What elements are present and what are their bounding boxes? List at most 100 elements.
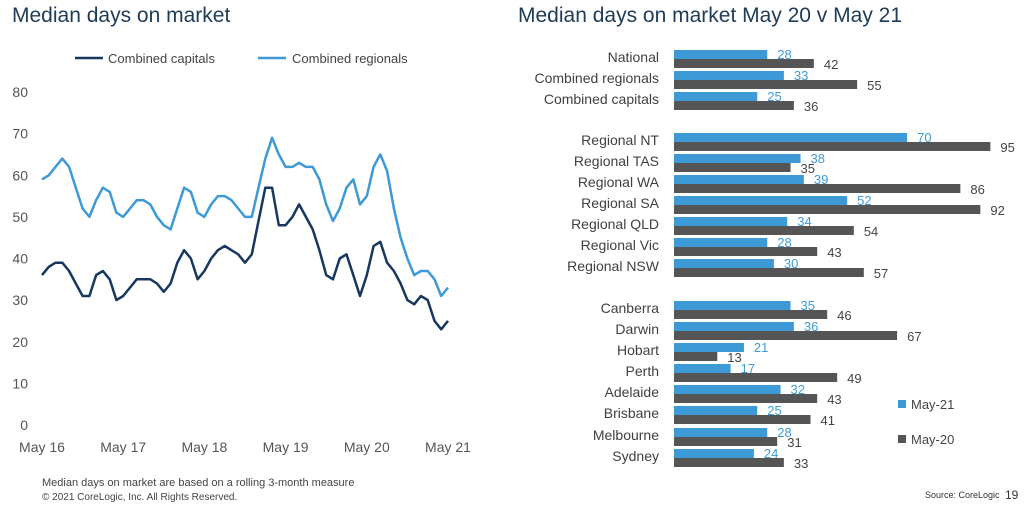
bar-may-20 [674,101,794,110]
category-label: Combined regionals [534,70,659,86]
y-tick-label: 0 [20,417,28,433]
data-label-may-20: 86 [970,182,984,197]
data-label-may-21: 34 [797,214,811,229]
bar-may-21 [674,301,791,310]
bar-may-21 [674,71,784,80]
bar-may-20 [674,415,811,424]
bar-may-20 [674,163,791,172]
category-label: Adelaide [605,384,660,400]
page-number: 19 [1005,488,1019,502]
data-label-may-21: 25 [767,403,781,418]
data-label-may-21: 24 [764,446,778,461]
x-tick-label: May 21 [425,439,471,455]
data-label-may-20: 36 [804,99,818,114]
bar-may-20 [674,352,718,361]
x-tick-label: May 17 [100,439,146,455]
bar-may-21 [674,196,848,205]
data-label-may-21: 28 [777,425,791,440]
data-label-may-20: 55 [867,78,881,93]
bar-may-21 [674,50,768,59]
data-label-may-20: 95 [1000,140,1014,155]
line-chart-title: Median days on market [12,4,231,27]
data-label-may-20: 42 [824,57,838,72]
category-label: Perth [626,363,659,379]
bar-may-21 [674,406,758,415]
category-label: Sydney [612,448,659,464]
data-label-may-21: 17 [741,361,755,376]
y-tick-label: 20 [12,334,28,350]
bar-may-20 [674,394,818,403]
data-label-may-21: 39 [814,172,828,187]
data-label-may-20: 35 [801,161,815,176]
bar-may-20 [674,205,981,214]
bar-may-21 [674,343,744,352]
category-label: Regional WA [578,174,660,190]
source: Source: CoreLogic [925,490,1000,500]
x-tick-label: May 20 [344,439,390,455]
data-label-may-20: 54 [864,224,878,239]
data-label-may-21: 28 [777,47,791,62]
bar-may-20 [674,142,991,151]
category-label: Regional NT [581,132,659,148]
category-label: Combined capitals [544,91,659,107]
data-label-may-21: 52 [857,193,871,208]
bar-may-21 [674,385,781,394]
bar-may-21 [674,449,754,458]
series-line-capitals [41,186,449,331]
y-tick-label: 70 [12,126,28,142]
bar-may-20 [674,59,814,68]
data-label-may-20: 49 [847,371,861,386]
bar-may-21 [674,175,804,184]
bar-may-20 [674,247,818,256]
data-label-may-21: 38 [811,151,825,166]
category-label: Brisbane [604,405,659,421]
legend-label: May-21 [911,397,954,412]
data-label-may-21: 21 [754,340,768,355]
bar-may-20 [674,437,778,446]
data-label-may-20: 92 [990,203,1004,218]
category-label: Regional Vic [581,237,659,253]
y-tick-label: 10 [12,375,28,391]
data-label-may-20: 43 [827,245,841,260]
data-label-may-20: 41 [821,413,835,428]
data-label-may-20: 33 [794,456,808,471]
y-tick-label: 80 [12,84,28,100]
data-label-may-21: 30 [784,256,798,271]
bar-may-20 [674,184,961,193]
bar-chart-title: Median days on market May 20 v May 21 [518,4,903,27]
y-tick-label: 60 [12,167,28,183]
bar-may-21 [674,428,768,437]
bar-may-20 [674,373,838,382]
bar-may-21 [674,238,768,247]
data-label-may-21: 70 [917,130,931,145]
bar-may-21 [674,364,731,373]
bar-may-21 [674,92,758,101]
category-label: Regional NSW [567,258,660,274]
category-label: Regional SA [581,195,659,211]
y-tick-label: 50 [12,209,28,225]
category-label: National [608,49,659,65]
bar-may-21 [674,133,908,142]
legend-swatch [898,435,906,443]
category-label: Regional QLD [571,216,659,232]
data-label-may-21: 36 [804,319,818,334]
bar-may-20 [674,226,854,235]
bar-may-21 [674,154,801,163]
legend-label: Combined regionals [292,51,408,66]
data-label-may-21: 33 [794,68,808,83]
category-label: Canberra [601,300,660,316]
category-label: Darwin [615,321,659,337]
x-tick-label: May 19 [263,439,309,455]
data-label-may-21: 35 [801,298,815,313]
bar-may-20 [674,80,858,89]
category-label: Regional TAS [574,153,659,169]
category-label: Hobart [617,342,659,358]
x-tick-label: May 16 [19,439,65,455]
x-tick-label: May 18 [181,439,227,455]
data-label-may-21: 28 [777,235,791,250]
bar-may-20 [674,458,784,467]
bar-may-20 [674,310,828,319]
legend-label: May-20 [911,432,954,447]
data-label-may-21: 32 [791,382,805,397]
